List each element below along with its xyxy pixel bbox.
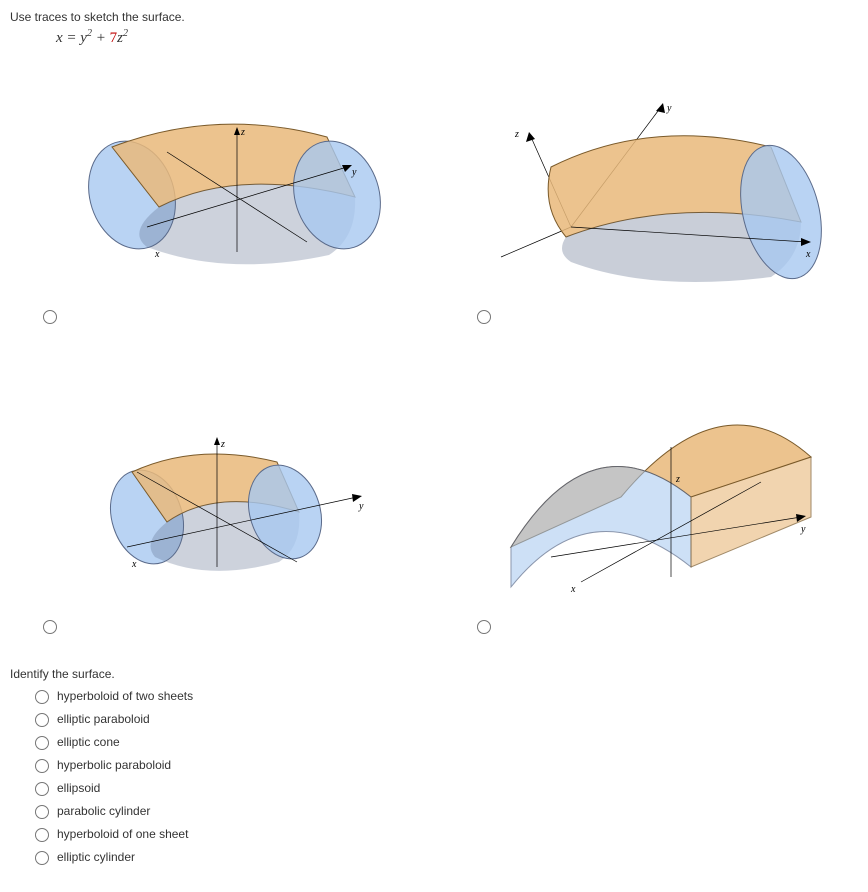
identify-radio-1[interactable] — [35, 713, 49, 727]
identify-section: Identify the surface. hyperboloid of two… — [10, 667, 858, 865]
identify-option-4: ellipsoid — [30, 779, 858, 796]
figure-2-image: y z x — [444, 77, 858, 297]
figure-1-image: z y x — [10, 77, 424, 297]
eq-coef: 7 — [110, 30, 118, 46]
axis-z-label-3: z — [220, 439, 225, 450]
axis-y-label-3: y — [358, 501, 364, 512]
identify-label-3: hyperbolic paraboloid — [57, 758, 171, 772]
eq-lhs: x — [56, 30, 63, 46]
axis-x-label-2: x — [805, 249, 811, 260]
axis-y-label: y — [351, 167, 357, 178]
axis-y-label-4: y — [800, 524, 806, 535]
identify-option-3: hyperbolic paraboloid — [30, 756, 858, 773]
identify-label-2: elliptic cone — [57, 735, 120, 749]
axis-x-label-4: x — [570, 584, 576, 595]
axis-z-label-2: z — [514, 129, 519, 140]
axis-y-label-2: y — [666, 103, 672, 114]
figure-option-4: z y x — [444, 387, 858, 637]
identify-label-5: parabolic cylinder — [57, 804, 150, 818]
prompt-text: Use traces to sketch the surface. — [10, 10, 858, 24]
figure-option-2: y z x — [444, 77, 858, 327]
identify-label-4: ellipsoid — [57, 781, 100, 795]
identify-radio-6[interactable] — [35, 828, 49, 842]
figure-1-radio[interactable] — [43, 310, 57, 324]
equation: x = y2 + 7z2 — [56, 28, 858, 47]
identify-label-0: hyperboloid of two sheets — [57, 689, 193, 703]
figure-3-radio[interactable] — [43, 620, 57, 634]
identify-radio-2[interactable] — [35, 736, 49, 750]
eq-t1v: y — [80, 30, 87, 46]
identify-label-7: elliptic cylinder — [57, 850, 135, 864]
identify-radio-3[interactable] — [35, 759, 49, 773]
identify-radio-0[interactable] — [35, 690, 49, 704]
figure-4-radio[interactable] — [477, 620, 491, 634]
figure-option-3: z y x — [10, 387, 424, 637]
identify-radio-4[interactable] — [35, 782, 49, 796]
identify-option-0: hyperboloid of two sheets — [30, 687, 858, 704]
identify-option-6: hyperboloid of one sheet — [30, 825, 858, 842]
identify-option-2: elliptic cone — [30, 733, 858, 750]
figure-3-image: z y x — [10, 387, 424, 607]
identify-option-1: elliptic paraboloid — [30, 710, 858, 727]
identify-option-7: elliptic cylinder — [30, 848, 858, 865]
identify-label-1: elliptic paraboloid — [57, 712, 150, 726]
identify-title: Identify the surface. — [10, 667, 858, 681]
eq-t2e: 2 — [123, 28, 128, 39]
identify-radio-7[interactable] — [35, 851, 49, 865]
figure-option-1: z y x — [10, 77, 424, 327]
figure-2-radio[interactable] — [477, 310, 491, 324]
axis-z-label: z — [240, 127, 245, 138]
identify-radio-5[interactable] — [35, 805, 49, 819]
figure-grid: z y x y z — [10, 77, 858, 637]
identify-option-5: parabolic cylinder — [30, 802, 858, 819]
eq-plus: + — [92, 30, 110, 46]
identify-label-6: hyperboloid of one sheet — [57, 827, 188, 841]
figure-4-image: z y x — [444, 387, 858, 607]
axis-x-label: x — [154, 249, 160, 260]
axis-z-label-4: z — [675, 474, 680, 485]
axis-x-label-3: x — [131, 559, 137, 570]
